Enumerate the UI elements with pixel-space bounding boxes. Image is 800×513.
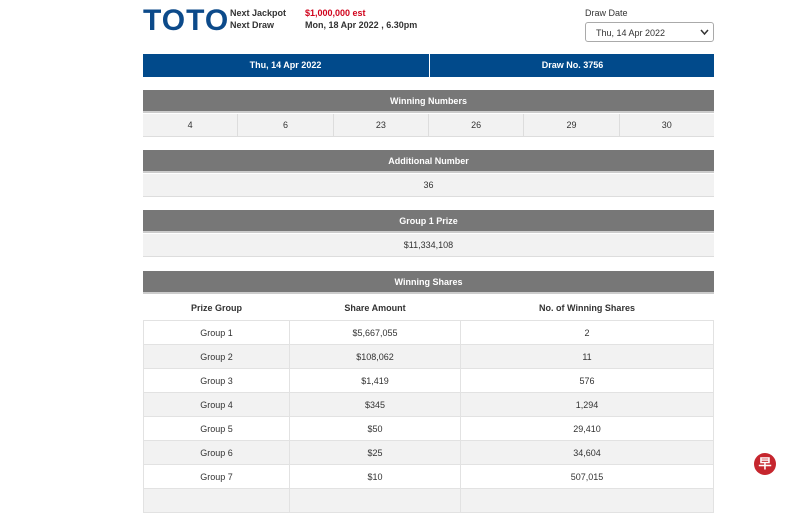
table-row: Group 6 $25 34,604	[143, 440, 714, 465]
additional-number: 36	[423, 180, 434, 190]
table-row: Group 3 $1,419 576	[143, 368, 714, 393]
table-cell: 2	[460, 320, 714, 345]
table-cell: 29,410	[460, 416, 714, 441]
group1-prize: $11,334,108	[403, 240, 454, 250]
table-header: Prize Group Share Amount No. of Winning Sh…	[143, 295, 714, 321]
winning-numbers-row: 4 6 23 26 29 30	[143, 114, 714, 137]
table-row: Group 2 $108,062 11	[143, 344, 714, 369]
table-cell	[289, 488, 461, 513]
table-cell: Group 7	[143, 464, 290, 489]
table-cell: $108,062	[289, 344, 461, 369]
group1-prize-row: $11,334,108	[143, 234, 714, 257]
table-cell	[143, 488, 290, 513]
table-cell: $10	[289, 464, 461, 489]
next-draw-label: Next Draw	[230, 20, 275, 30]
winning-number: 29	[524, 114, 620, 136]
table-cell: Group 1	[143, 320, 290, 345]
column-header: No. of Winning Shares	[460, 295, 714, 321]
additional-number-row: 36	[143, 174, 714, 197]
chevron	[700, 29, 709, 36]
winning-shares-table: Prize Group Share Amount No. of Winning Sh…	[143, 295, 714, 513]
next-jackpot-label: Next Jackpot	[230, 8, 287, 18]
table-body: Group 1 $5,667,055 2 Group 2 $108,062 11 Group…	[143, 320, 714, 513]
table-cell: $25	[289, 440, 461, 465]
draw-date: Thu, 14 Apr 2022	[249, 60, 322, 70]
draw-date-label: Draw Date	[585, 8, 628, 18]
table-cell: 576	[460, 368, 714, 393]
table-cell: Group 4	[143, 392, 290, 417]
logo[interactable]: TOTO	[143, 4, 230, 37]
table-cell: $345	[289, 392, 461, 417]
next-draw-value: Mon, 18 Apr 2022 , 6.30pm	[305, 20, 418, 30]
table-cell: Group 2	[143, 344, 290, 369]
winning-number: 4	[143, 114, 239, 136]
table-cell: $1,419	[289, 368, 461, 393]
table-cell	[460, 488, 714, 513]
section-header: Winning Numbers	[143, 90, 714, 113]
section-header: Winning Shares	[143, 271, 714, 294]
column-header: Share Amount	[289, 295, 461, 321]
winning-number: 30	[661, 120, 672, 130]
watermark: 早	[754, 453, 776, 475]
table-cell: $5,667,055	[289, 320, 461, 345]
table-cell: $50	[289, 416, 461, 441]
draw-date-select[interactable]: Thu, 14 Apr 2022	[585, 22, 714, 42]
page: TOTO Next Jackpot $1,000,000 est Next Dr…	[143, 4, 776, 513]
table-row: Group 5 $50 29,410	[143, 416, 714, 441]
table-cell: Group 5	[143, 416, 290, 441]
winning-number: 26	[429, 114, 525, 136]
table-row: Group 7 $10 507,015	[143, 464, 714, 489]
table-row: Group 1 $5,667,055 2	[143, 320, 714, 345]
table-cell: 1,294	[460, 392, 714, 417]
table-cell: 507,015	[460, 464, 714, 489]
draw-bar: Thu, 14 Apr 2022 Draw No. 3756	[143, 54, 714, 77]
table-cell: 34,604	[460, 440, 714, 465]
next-jackpot-value: $1,000,000 est	[305, 8, 366, 18]
table-row: Group 4 $345 1,294	[143, 392, 714, 417]
section-header: Additional Number	[143, 150, 714, 173]
draw-number: Draw No. 3756	[429, 54, 715, 77]
winning-number: 6	[238, 114, 334, 136]
table-cell: 11	[460, 344, 714, 369]
column-header: Prize Group	[143, 295, 290, 321]
table-row	[143, 488, 714, 513]
table-cell: Group 3	[143, 368, 290, 393]
winning-number: 23	[334, 114, 429, 136]
section-header: Group 1 Prize	[143, 210, 714, 233]
table-cell: Group 6	[143, 440, 290, 465]
select-value: Thu, 14 Apr 2022	[596, 28, 666, 38]
